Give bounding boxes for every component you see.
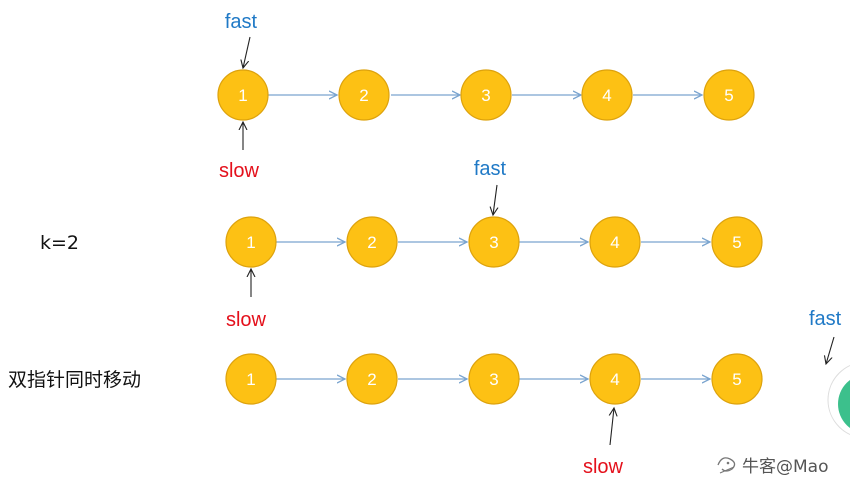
row-3-node-2: 2: [346, 353, 398, 405]
row-1-node-2: 2: [338, 69, 390, 121]
row-3-node-1: 1: [225, 353, 277, 405]
row-2-fast-pointer: [493, 184, 497, 215]
watermark-text: 牛客@Mao: [742, 457, 829, 477]
row-2-node-3: 3: [468, 216, 520, 268]
row-2: k=2 1 2 3 4 5 fast slow: [40, 158, 763, 331]
row-1-node-5: 5: [703, 69, 755, 121]
watermark-icon: [717, 457, 736, 474]
row-3-node-4-value: 4: [610, 370, 619, 389]
row-1-node-1: 1: [217, 69, 269, 121]
row-1-node-3: 3: [460, 69, 512, 121]
row-3-fast-label: fast: [809, 308, 842, 330]
row-1-node-4: 4: [581, 69, 633, 121]
row-1-node-4-value: 4: [602, 86, 611, 105]
row-3-node-1-value: 1: [246, 370, 255, 389]
row-2-node-4: 4: [589, 216, 641, 268]
row-2-node-2: 2: [346, 216, 398, 268]
row-1-node-2-value: 2: [359, 86, 368, 105]
row-3-node-4: 4: [589, 353, 641, 405]
row-3-node-2-value: 2: [367, 370, 376, 389]
row-3-node-5: 5: [711, 353, 763, 405]
watermark: 牛客@Mao: [717, 457, 829, 477]
row-2-label: k=2: [40, 232, 79, 254]
row-2-fast-label: fast: [474, 158, 507, 180]
row-1-fast-label: fast: [225, 11, 258, 33]
edge-logo: [827, 364, 850, 436]
row-1-fast-pointer: [243, 36, 251, 68]
row-3: 双指针同时移动 1 2 3 4 5 slow fast: [8, 308, 842, 477]
row-3-slow-label: slow: [583, 456, 624, 477]
row-1: 1 2 3 4 5 fast slow: [217, 11, 755, 182]
row-2-node-3-value: 3: [489, 233, 498, 252]
row-2-node-5-value: 5: [732, 233, 741, 252]
row-2-slow-label: slow: [226, 309, 267, 331]
row-3-node-5-value: 5: [732, 370, 741, 389]
row-1-slow-label: slow: [219, 160, 260, 182]
row-2-node-5: 5: [711, 216, 763, 268]
row-3-label: 双指针同时移动: [8, 369, 141, 391]
row-1-node-1-value: 1: [238, 86, 247, 105]
row-2-node-2-value: 2: [367, 233, 376, 252]
row-1-node-3-value: 3: [481, 86, 490, 105]
row-2-node-1-value: 1: [246, 233, 255, 252]
row-3-node-3: 3: [468, 353, 520, 405]
row-1-node-5-value: 5: [724, 86, 733, 105]
row-3-fast-pointer: [826, 336, 835, 364]
row-3-node-3-value: 3: [489, 370, 498, 389]
row-3-slow-pointer: [610, 408, 614, 446]
row-2-node-4-value: 4: [610, 233, 619, 252]
row-2-node-1: 1: [225, 216, 277, 268]
